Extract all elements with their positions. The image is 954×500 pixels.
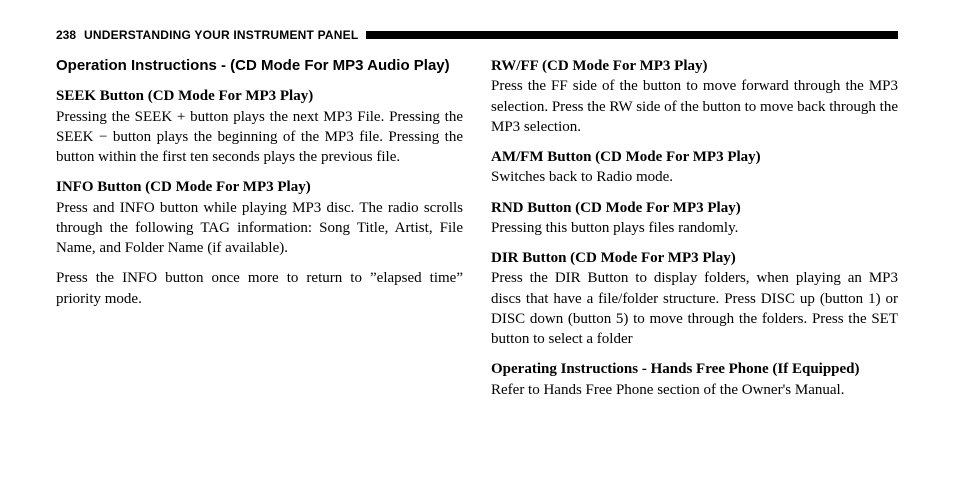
rwff-body: Press the FF side of the button to move … xyxy=(491,78,898,135)
section-seek: SEEK Button (CD Mode For MP3 Play) Press… xyxy=(56,86,463,167)
handsfree-heading: Operating Instructions - Hands Free Phon… xyxy=(491,361,860,377)
seek-body: Pressing the SEEK + button plays the nex… xyxy=(56,109,463,166)
page-number: 238 xyxy=(56,28,76,42)
rwff-heading: RW/FF (CD Mode For MP3 Play) xyxy=(491,58,708,74)
info-extra-body: Press the INFO button once more to retur… xyxy=(56,268,463,309)
section-info-extra: Press the INFO button once more to retur… xyxy=(56,268,463,309)
rnd-heading: RND Button (CD Mode For MP3 Play) xyxy=(491,200,741,216)
seek-heading: SEEK Button (CD Mode For MP3 Play) xyxy=(56,88,313,104)
amfm-body: Switches back to Radio mode. xyxy=(491,169,673,185)
rnd-body: Pressing this button plays files randoml… xyxy=(491,220,738,236)
left-column: Operation Instructions - (CD Mode For MP… xyxy=(56,56,463,410)
header-title: UNDERSTANDING YOUR INSTRUMENT PANEL xyxy=(84,28,358,42)
section-info: INFO Button (CD Mode For MP3 Play) Press… xyxy=(56,177,463,258)
handsfree-body: Refer to Hands Free Phone section of the… xyxy=(491,382,844,398)
page-header: 238 UNDERSTANDING YOUR INSTRUMENT PANEL xyxy=(56,28,898,42)
section-amfm: AM/FM Button (CD Mode For MP3 Play) Swit… xyxy=(491,147,898,188)
dir-heading: DIR Button (CD Mode For MP3 Play) xyxy=(491,250,736,266)
info-heading: INFO Button (CD Mode For MP3 Play) xyxy=(56,179,311,195)
section-dir: DIR Button (CD Mode For MP3 Play) Press … xyxy=(491,248,898,349)
content-columns: Operation Instructions - (CD Mode For MP… xyxy=(56,56,898,410)
main-heading: Operation Instructions - (CD Mode For MP… xyxy=(56,56,463,76)
right-column: RW/FF (CD Mode For MP3 Play) Press the F… xyxy=(491,56,898,410)
dir-body: Press the DIR Button to display folders,… xyxy=(491,270,898,347)
section-rnd: RND Button (CD Mode For MP3 Play) Pressi… xyxy=(491,198,898,239)
info-body: Press and INFO button while playing MP3 … xyxy=(56,200,463,257)
header-rule xyxy=(366,31,898,39)
section-handsfree: Operating Instructions - Hands Free Phon… xyxy=(491,359,898,400)
section-rwff: RW/FF (CD Mode For MP3 Play) Press the F… xyxy=(491,56,898,137)
amfm-heading: AM/FM Button (CD Mode For MP3 Play) xyxy=(491,149,761,165)
